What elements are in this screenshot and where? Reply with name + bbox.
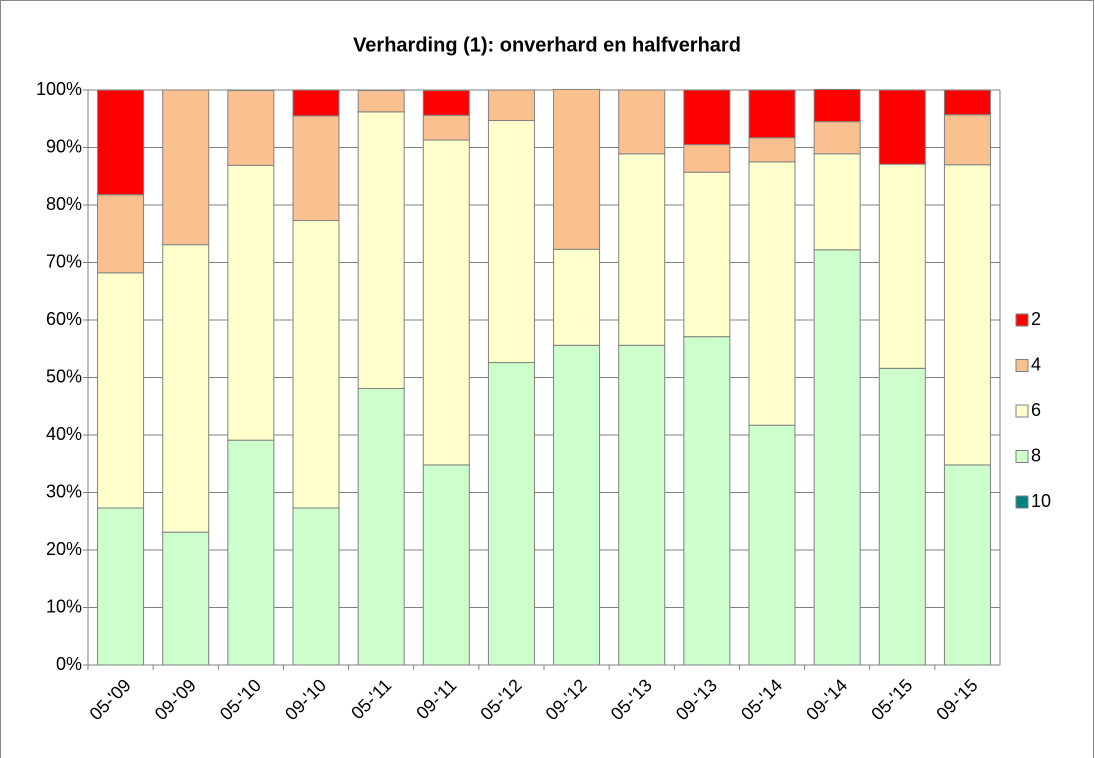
legend-label: 6	[1031, 400, 1041, 420]
y-tick-label: 20%	[46, 539, 82, 559]
legend-swatch	[1015, 495, 1029, 509]
bar-segment	[943, 89, 991, 116]
bar-segment	[487, 362, 535, 666]
bar-segment	[553, 88, 601, 250]
y-tick-label: 0%	[56, 654, 82, 674]
bar-segment	[878, 89, 926, 165]
legend-swatch	[1015, 359, 1029, 372]
bar-segment	[683, 171, 731, 338]
y-tick-label: 90%	[46, 136, 82, 156]
bar-segment	[162, 244, 210, 533]
legend-label: 8	[1031, 445, 1041, 465]
bar-segment	[618, 153, 666, 346]
bar-segment	[618, 344, 666, 666]
bar-segment	[943, 114, 991, 166]
bar-segment	[813, 121, 861, 155]
bar-segment	[943, 164, 991, 466]
y-tick-label: 70%	[46, 251, 82, 271]
bar-segment	[357, 90, 405, 113]
bar-segment	[943, 464, 991, 666]
bar-segment	[292, 89, 340, 117]
bar-segment	[97, 194, 145, 274]
bar-segment	[97, 272, 145, 509]
bar-segment	[748, 137, 796, 163]
bar-segment	[292, 115, 340, 222]
y-tick-label: 10%	[46, 596, 82, 616]
bar-segment	[422, 90, 470, 116]
legend-swatch	[1015, 404, 1029, 418]
bar-segment	[618, 89, 666, 155]
bar-segment	[813, 249, 861, 666]
bar-segment	[162, 531, 210, 666]
bar-segment	[357, 387, 405, 666]
bar-segment	[292, 220, 340, 509]
legend-label: 4	[1031, 354, 1041, 374]
bar-segment	[813, 88, 861, 123]
bar-segment	[357, 111, 405, 389]
bar-segment	[422, 464, 470, 666]
bar-segment	[162, 89, 210, 246]
y-tick-label: 50%	[46, 366, 82, 386]
bar-segment	[683, 144, 731, 173]
legend-swatch	[1015, 450, 1029, 463]
legend-label: 10	[1031, 491, 1051, 511]
bar-segment	[227, 164, 275, 441]
bar-segment	[97, 507, 145, 666]
bar-segment	[553, 248, 601, 346]
bar-segment	[422, 139, 470, 466]
y-tick-label: 40%	[46, 424, 82, 444]
y-tick-label: 80%	[46, 194, 82, 214]
bar-segment	[97, 89, 145, 196]
y-tick-label: 60%	[46, 309, 82, 329]
bar-segment	[878, 367, 926, 666]
bar-segment	[487, 119, 535, 364]
bar-segment	[748, 424, 796, 666]
chart-title: Verharding (1): onverhard en halfverhard	[353, 34, 741, 56]
bar-segment	[813, 153, 861, 251]
bar-segment	[683, 89, 731, 146]
bar-segment	[487, 89, 535, 121]
bar-segment	[748, 161, 796, 426]
bar-segment	[878, 163, 926, 369]
bar-segment	[422, 114, 470, 141]
bar-segment	[748, 89, 796, 139]
bar-segment	[683, 336, 731, 666]
bar-segment	[553, 344, 601, 666]
bar-segment	[292, 507, 340, 666]
bar-segment	[227, 90, 275, 166]
y-tick-label: 30%	[46, 481, 82, 501]
legend-swatch	[1015, 313, 1029, 327]
legend-label: 2	[1031, 309, 1041, 329]
y-tick-label: 100%	[36, 79, 82, 99]
bar-segment	[227, 439, 275, 666]
